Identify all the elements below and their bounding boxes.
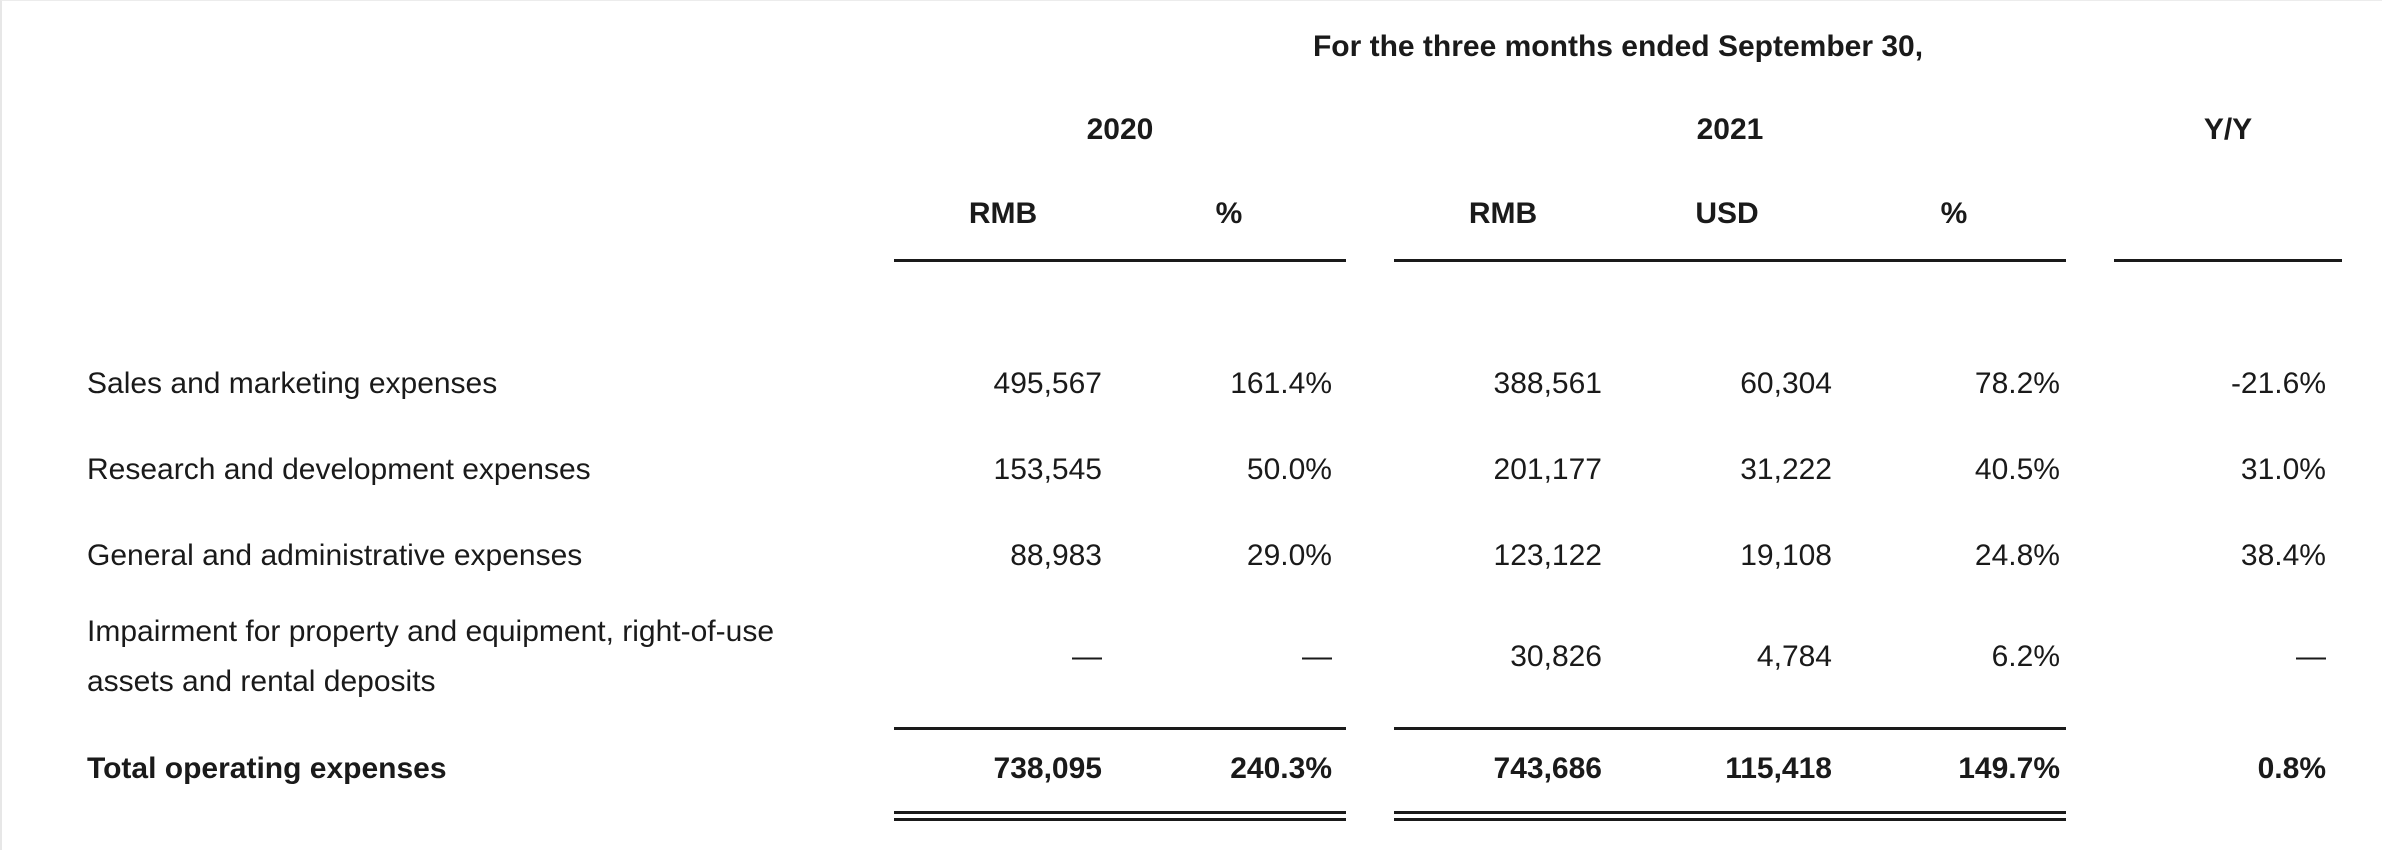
total-pct-2021: 149.7% [1958, 752, 2060, 785]
table-row: Sales and marketing expenses 495,567 161… [2, 341, 2382, 427]
total-pct-2020: 240.3% [1230, 752, 1332, 785]
header-rule-2021 [1394, 259, 2066, 262]
row-label: General and administrative expenses [87, 539, 583, 572]
cell-pct-2020: — [1302, 640, 1332, 673]
row-label: Research and development expenses [87, 453, 591, 486]
cell-rmb-2021: 30,826 [1510, 640, 1602, 673]
header-usd-2021: USD [1695, 197, 1759, 230]
cell-rmb-2020: 88,983 [1010, 539, 1102, 572]
cell-pct-2021: 40.5% [1974, 453, 2060, 486]
total-rmb-2020: 738,095 [993, 752, 1102, 785]
header-rule-row [2, 259, 2382, 262]
header-pct-2020: % [1215, 197, 1243, 230]
header-rmb-2021: RMB [1468, 197, 1538, 230]
table-row: Research and development expenses 153,54… [2, 427, 2382, 513]
cell-pct-2021: 24.8% [1974, 539, 2060, 572]
col-group-2021: 2021 [1696, 113, 1764, 146]
cell-rmb-2021: 388,561 [1493, 367, 1602, 400]
cell-yy: 31.0% [2240, 453, 2326, 486]
total-top-rule-row [2, 727, 2382, 730]
cell-usd-2021: 19,108 [1740, 539, 1832, 572]
row-label: Impairment for property and equipment, r… [87, 615, 774, 698]
total-bottom-rule-row [2, 811, 2382, 821]
row-label: Sales and marketing expenses [87, 367, 498, 400]
cell-rmb-2020: — [1072, 640, 1102, 673]
header-rule-yy [2114, 259, 2342, 262]
total-top-rule-2021 [1394, 727, 2066, 730]
cell-yy: 38.4% [2240, 539, 2326, 572]
unit-header-row: RMB % RMB USD % [2, 197, 2382, 231]
cell-rmb-2021: 123,122 [1493, 539, 1602, 572]
total-rmb-2021: 743,686 [1493, 752, 1602, 785]
cell-pct-2020: 50.0% [1246, 453, 1332, 486]
total-yy: 0.8% [2257, 752, 2326, 785]
col-group-yy: Y/Y [2203, 113, 2253, 146]
total-top-rule-2020 [894, 727, 1346, 730]
col-group-2020: 2020 [1086, 113, 1154, 146]
double-rule-2020 [894, 811, 1346, 821]
cell-rmb-2020: 495,567 [993, 367, 1102, 400]
cell-pct-2020: 161.4% [1230, 367, 1332, 400]
table-body: Sales and marketing expenses 495,567 161… [2, 341, 2382, 821]
table-title: For the three months ended September 30, [1312, 30, 1924, 63]
cell-rmb-2021: 201,177 [1493, 453, 1602, 486]
cell-pct-2020: 29.0% [1246, 539, 1332, 572]
header-pct-2021: % [1940, 197, 1968, 230]
cell-yy: — [2296, 640, 2326, 673]
cell-usd-2021: 60,304 [1740, 367, 1832, 400]
cell-usd-2021: 4,784 [1756, 640, 1832, 673]
header-rule-2020 [894, 259, 1346, 262]
header-rmb-2020: RMB [968, 197, 1038, 230]
cell-rmb-2020: 153,545 [993, 453, 1102, 486]
cell-pct-2021: 78.2% [1974, 367, 2060, 400]
table-row: Impairment for property and equipment, r… [2, 599, 2382, 715]
cell-yy: -21.6% [2230, 367, 2326, 400]
total-row: Total operating expenses 738,095 240.3% … [2, 730, 2382, 808]
total-usd-2021: 115,418 [1725, 752, 1832, 785]
cell-pct-2021: 6.2% [1991, 640, 2060, 673]
year-header-row: 2020 2021 Y/Y [2, 111, 2382, 149]
title-row: For the three months ended September 30, [2, 29, 2382, 65]
cell-usd-2021: 31,222 [1740, 453, 1832, 486]
total-label: Total operating expenses [87, 752, 447, 785]
table-row: General and administrative expenses 88,9… [2, 513, 2382, 599]
double-rule-2021 [1394, 811, 2066, 821]
